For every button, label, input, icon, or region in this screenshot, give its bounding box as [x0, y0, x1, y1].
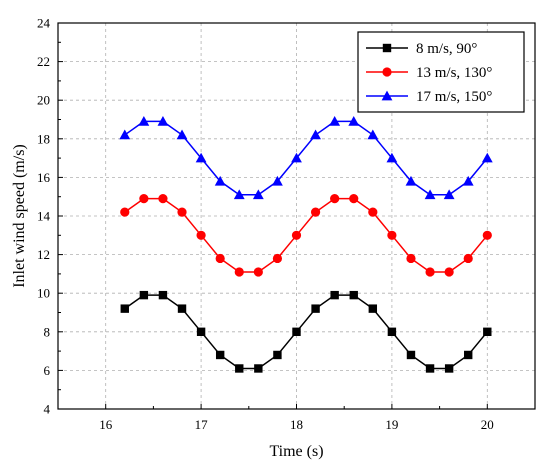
grid — [58, 23, 535, 409]
x-tick-label: 20 — [481, 417, 494, 432]
data-point — [158, 290, 168, 300]
data-point — [291, 152, 302, 163]
data-point — [158, 194, 168, 204]
data-point — [425, 267, 435, 277]
legend: 8 m/s, 90° 13 m/s, 130° 17 m/s, 150° — [357, 31, 525, 113]
data-point — [444, 364, 454, 373]
data-point — [273, 350, 282, 360]
data-point — [215, 253, 225, 264]
legend-item: 17 m/s, 150° — [366, 89, 492, 105]
series-3 — [119, 116, 493, 200]
data-point — [349, 290, 358, 300]
legend-label: 8 m/s, 90° — [416, 41, 477, 57]
data-point — [196, 230, 206, 240]
y-tick-label: 12 — [37, 247, 50, 262]
y-tick-label: 6 — [44, 363, 51, 378]
data-point — [367, 129, 379, 140]
data-point — [176, 129, 188, 140]
data-point — [139, 194, 149, 204]
legend-item: 8 m/s, 90° — [366, 41, 477, 57]
y-tick-label: 24 — [37, 16, 51, 31]
data-point — [329, 116, 341, 126]
data-point — [253, 267, 263, 277]
legend-item: 13 m/s, 130° — [366, 65, 492, 81]
x-axis-title: Time (s) — [269, 443, 323, 460]
data-point — [177, 304, 187, 313]
data-point — [368, 207, 378, 217]
series-line — [124, 120, 488, 196]
data-point — [233, 189, 245, 200]
data-point — [406, 350, 416, 360]
data-point — [120, 207, 130, 217]
data-point — [272, 253, 283, 264]
data-point — [292, 327, 301, 336]
series-layer — [119, 116, 493, 373]
data-point — [464, 350, 473, 360]
data-point — [483, 327, 492, 336]
y-tick-label: 8 — [44, 324, 51, 339]
data-point — [387, 230, 397, 240]
data-point — [254, 364, 263, 373]
data-point — [310, 129, 321, 140]
x-tick-label: 18 — [290, 417, 303, 432]
data-point — [406, 253, 416, 264]
data-point — [177, 207, 187, 217]
series-2 — [120, 194, 492, 277]
data-point — [120, 304, 129, 313]
data-point — [330, 290, 339, 300]
data-point — [138, 116, 150, 126]
data-point — [157, 116, 169, 126]
x-tick-label: 16 — [99, 417, 113, 432]
y-tick-label: 4 — [44, 402, 51, 417]
legend-marker — [381, 90, 393, 101]
data-point — [291, 230, 302, 240]
data-point — [195, 152, 207, 163]
x-tick-label: 19 — [385, 417, 398, 432]
data-point — [214, 175, 226, 186]
data-point — [215, 350, 225, 360]
data-point — [482, 230, 492, 240]
data-point — [368, 304, 378, 313]
data-point — [349, 194, 359, 204]
data-point — [272, 175, 283, 186]
data-point — [311, 304, 320, 313]
legend-marker — [382, 67, 392, 77]
data-point — [386, 152, 398, 163]
data-point — [443, 189, 455, 200]
axes: 16 17 18 19 20 4 6 8 10 12 14 16 18 20 22 24 — [37, 16, 536, 432]
y-axis-title: Inlet wind speed (m/s) — [11, 144, 28, 288]
data-point — [235, 364, 244, 373]
data-point — [405, 175, 417, 186]
data-point — [119, 129, 131, 140]
y-tick-label: 10 — [37, 286, 50, 301]
data-point — [234, 267, 244, 277]
data-point — [444, 267, 454, 277]
y-tick-label: 18 — [37, 131, 50, 146]
legend-marker — [382, 43, 392, 53]
data-point — [196, 327, 206, 336]
data-point — [425, 364, 435, 373]
data-point — [462, 175, 474, 186]
data-point — [139, 290, 149, 300]
legend-label: 13 m/s, 130° — [416, 65, 492, 81]
y-tick-label: 22 — [37, 54, 50, 69]
y-tick-label: 14 — [37, 209, 51, 224]
data-point — [463, 253, 473, 264]
y-tick-label: 16 — [37, 170, 51, 185]
data-point — [348, 116, 360, 126]
data-point — [424, 189, 436, 200]
data-point — [252, 189, 264, 200]
y-tick-label: 20 — [37, 93, 50, 108]
data-point — [310, 207, 321, 217]
x-tick-label: 17 — [195, 417, 209, 432]
series-1 — [120, 290, 492, 373]
data-point — [481, 152, 493, 163]
data-point — [330, 194, 340, 204]
legend-label: 17 m/s, 150° — [416, 89, 492, 105]
data-point — [387, 327, 397, 336]
